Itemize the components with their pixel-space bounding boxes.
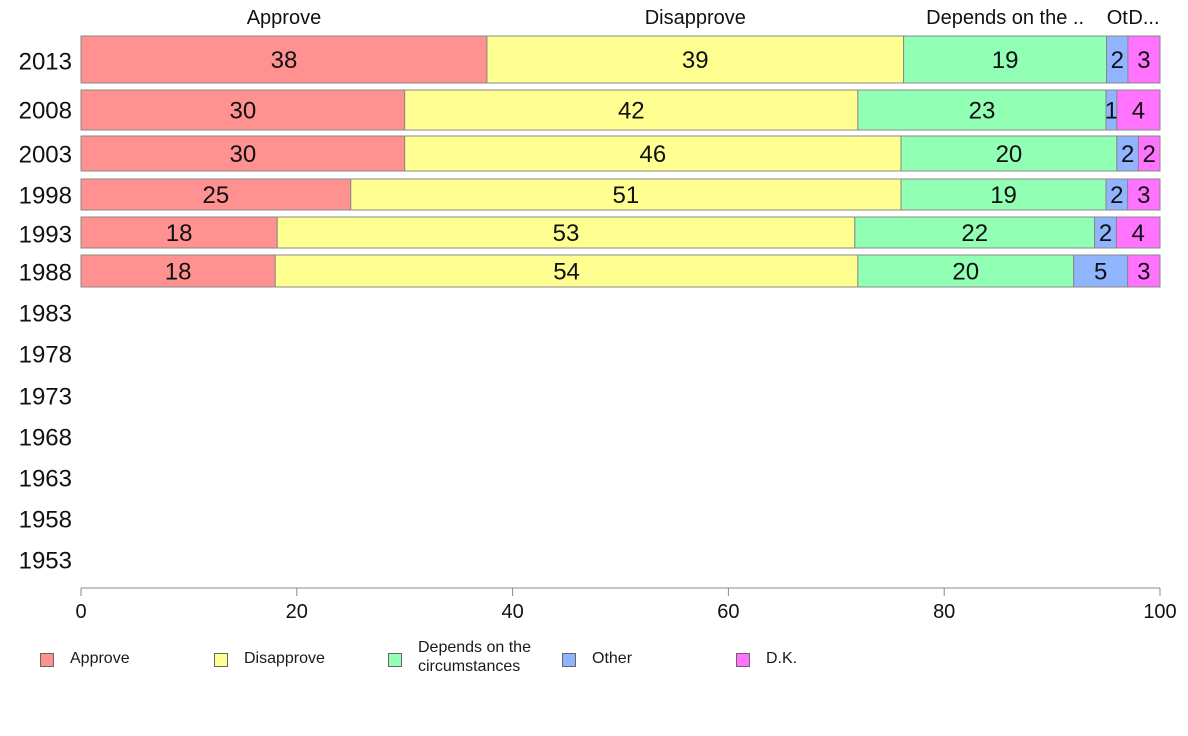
data-label: 2 [1099, 220, 1112, 247]
legend-label: Disapprove [244, 650, 325, 667]
year-label: 1963 [19, 466, 72, 493]
bar-segment [404, 89, 859, 131]
bar-segment [900, 135, 1118, 172]
data-label: 22 [961, 220, 988, 247]
bar-segment [857, 89, 1107, 131]
series-header: D... [1128, 7, 1159, 29]
bar-segment [486, 35, 905, 84]
data-label: 20 [952, 259, 979, 286]
data-label: 4 [1132, 220, 1145, 247]
legend-label: Other [592, 650, 633, 667]
bar-segment [1137, 135, 1161, 172]
data-label: 38 [271, 47, 298, 74]
legend-swatch [736, 653, 750, 667]
data-label: 54 [553, 259, 580, 286]
data-label: 3 [1137, 47, 1150, 74]
bar-segment [404, 135, 902, 172]
data-label: 3 [1137, 182, 1150, 209]
data-label: 19 [992, 47, 1019, 74]
bar-segment [1115, 216, 1161, 249]
legend-label: D.K. [766, 650, 798, 667]
bar-segment [80, 178, 352, 211]
data-label: 2 [1143, 141, 1156, 168]
bar-segment [350, 178, 902, 211]
legend-swatch [214, 653, 228, 667]
data-label: 2 [1110, 182, 1123, 209]
bar-segment [854, 216, 1096, 249]
data-label: 1 [1105, 98, 1118, 125]
bar-segment [1073, 254, 1129, 288]
year-label: 1953 [19, 548, 72, 575]
bar-segment [900, 178, 1107, 211]
legend-swatch [40, 653, 54, 667]
year-label: 2003 [19, 142, 72, 169]
year-label: 1978 [19, 342, 72, 369]
legend-label: Depends on the circumstances [418, 639, 531, 675]
bar-segment [80, 89, 406, 131]
year-label: 1998 [19, 183, 72, 210]
x-tick-label: 40 [501, 601, 523, 623]
bar-segment [80, 254, 276, 288]
data-label: 42 [618, 98, 645, 125]
year-label: 1958 [19, 507, 72, 534]
data-label: 30 [229, 141, 256, 168]
x-tick-label: 100 [1143, 601, 1176, 623]
bar-segment [1116, 89, 1161, 131]
x-tick-label: 20 [286, 601, 308, 623]
data-label: 4 [1132, 98, 1145, 125]
series-header: Depends on the .. [926, 7, 1084, 29]
bar-segment [903, 35, 1108, 84]
data-label: 5 [1094, 259, 1107, 286]
year-label: 1983 [19, 301, 72, 328]
data-label: 19 [990, 182, 1017, 209]
data-label: 30 [229, 98, 256, 125]
x-tick-label: 80 [933, 601, 955, 623]
series-header: Approve [247, 7, 322, 29]
bar-segment [276, 216, 856, 249]
bar-segment [1127, 254, 1161, 288]
series-header: Disapprove [645, 7, 746, 29]
legend: Approve Disapprove Depends on the circumst… [0, 636, 1188, 696]
stacked-bar-chart: 2013200820031998199319881983197819731968… [19, 7, 1177, 623]
data-label: 46 [640, 141, 667, 168]
data-label: 20 [996, 141, 1023, 168]
data-label: 18 [166, 220, 193, 247]
series-header: Ot [1107, 7, 1129, 29]
legend-swatch [388, 653, 402, 667]
year-label: 2013 [19, 49, 72, 76]
legend-label: Approve [70, 650, 130, 667]
bar-segment [80, 216, 278, 249]
x-tick-label: 0 [75, 601, 86, 623]
data-label: 2 [1121, 141, 1134, 168]
bar-segment [1127, 35, 1161, 84]
bar-segment [80, 135, 406, 172]
x-tick-label: 60 [717, 601, 739, 623]
legend-item: D.K. [736, 649, 797, 668]
data-label: 23 [969, 98, 996, 125]
bar-segment [274, 254, 859, 288]
data-label: 25 [203, 182, 230, 209]
data-label: 51 [613, 182, 640, 209]
legend-item: Depends on the circumstances [388, 638, 531, 676]
data-label: 18 [165, 259, 192, 286]
legend-swatch [562, 653, 576, 667]
legend-item: Disapprove [214, 649, 325, 668]
year-label: 1973 [19, 384, 72, 411]
year-label: 1968 [19, 425, 72, 452]
data-label: 39 [682, 47, 709, 74]
data-label: 2 [1111, 47, 1124, 74]
bar-segment [80, 35, 488, 84]
legend-item: Other [562, 649, 632, 668]
data-label: 3 [1137, 259, 1150, 286]
legend-item: Approve [40, 649, 130, 668]
year-label: 1993 [19, 222, 72, 249]
year-label: 1988 [19, 260, 72, 287]
bar-segment [1127, 178, 1161, 211]
data-label: 53 [553, 220, 580, 247]
bar-segment [857, 254, 1075, 288]
year-label: 2008 [19, 98, 72, 125]
